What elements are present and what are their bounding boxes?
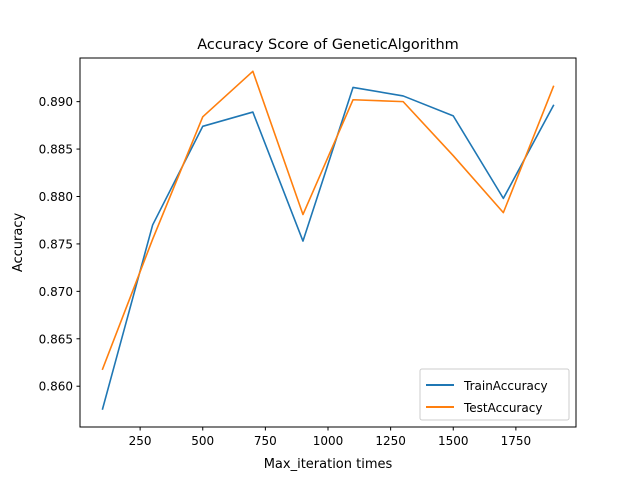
y-tick-label: 0.885	[39, 143, 73, 157]
data-point-testaccuracy	[402, 101, 404, 103]
data-point-trainaccuracy	[503, 198, 505, 200]
data-point-trainaccuracy	[302, 240, 304, 242]
data-point-testaccuracy	[452, 155, 454, 157]
y-tick-label: 0.890	[39, 95, 73, 109]
x-tick-label: 500	[191, 434, 214, 448]
y-tick-label: 0.880	[39, 190, 73, 204]
data-point-trainaccuracy	[102, 408, 104, 410]
data-point-testaccuracy	[352, 99, 354, 101]
y-axis-label: Accuracy	[11, 213, 26, 273]
data-point-testaccuracy	[202, 116, 204, 118]
y-tick-label: 0.875	[39, 237, 73, 251]
legend-test-label: TestAccuracy	[463, 401, 542, 415]
data-point-trainaccuracy	[152, 224, 154, 226]
data-point-testaccuracy	[302, 214, 304, 216]
data-point-testaccuracy	[503, 212, 505, 214]
series-line-trainaccuracy	[101, 86, 555, 410]
y-tick-label: 0.865	[39, 332, 73, 346]
legend-box	[419, 368, 570, 421]
legend: TrainAccuracy TestAccuracy	[419, 368, 570, 421]
x-tick-label: 750	[254, 434, 277, 448]
y-tick-label: 0.870	[39, 285, 73, 299]
x-axis-label: Max_iteration times	[264, 457, 393, 472]
y-tick-label: 0.860	[39, 380, 73, 394]
data-point-trainaccuracy	[202, 126, 204, 128]
data-point-trainaccuracy	[452, 115, 454, 117]
x-tick-label: 1000	[313, 434, 344, 448]
x-tick-label: 1250	[375, 434, 406, 448]
series-layer	[101, 70, 555, 410]
data-point-trainaccuracy	[553, 105, 555, 107]
y-axis: 0.860 0.865 0.870 0.875 0.880 0.885 0.890	[39, 95, 80, 394]
chart-title: Accuracy Score of GeneticAlgorithm	[197, 37, 459, 53]
legend-train-label: TrainAccuracy	[463, 379, 548, 393]
x-tick-label: 1500	[438, 434, 469, 448]
x-tick-label: 250	[129, 434, 152, 448]
x-tick-label: 1750	[501, 434, 532, 448]
data-point-testaccuracy	[152, 238, 154, 240]
data-point-trainaccuracy	[252, 111, 254, 113]
data-point-testaccuracy	[252, 70, 254, 72]
x-axis: 250 500 750 1000 1250 1500 1750	[129, 427, 531, 448]
series-line-testaccuracy	[101, 70, 555, 371]
data-point-trainaccuracy	[352, 87, 354, 89]
data-point-testaccuracy	[553, 86, 555, 88]
data-point-trainaccuracy	[402, 95, 404, 97]
data-point-testaccuracy	[102, 368, 104, 370]
